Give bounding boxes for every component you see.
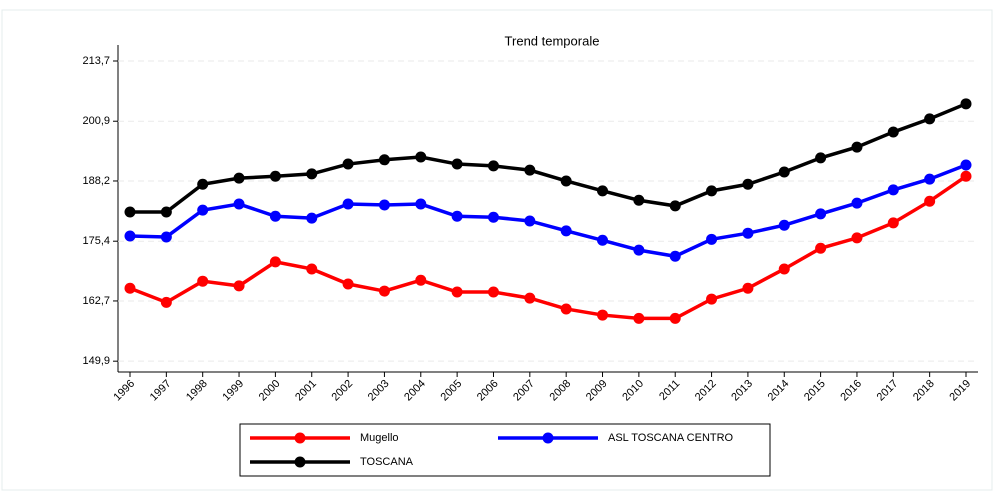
point: [342, 198, 354, 210]
y-tick-label: 200,9: [82, 115, 110, 127]
point: [524, 164, 536, 176]
point: [124, 206, 136, 218]
point: [160, 231, 172, 243]
point: [306, 168, 318, 180]
point: [524, 215, 536, 227]
legend-label: ASL TOSCANA CENTRO: [608, 432, 734, 444]
point: [415, 274, 427, 286]
point: [815, 242, 827, 254]
point: [960, 170, 972, 182]
point: [342, 158, 354, 170]
point: [560, 175, 572, 187]
point: [233, 198, 245, 210]
point: [706, 293, 718, 305]
point: [778, 263, 790, 275]
point: [306, 212, 318, 224]
point: [633, 194, 645, 206]
point: [887, 126, 899, 138]
point: [924, 195, 936, 207]
legend-marker: [294, 432, 306, 444]
point: [160, 296, 172, 308]
point: [597, 309, 609, 321]
series-line: [129, 163, 967, 259]
legend-label: Mugello: [360, 432, 399, 444]
point: [124, 282, 136, 294]
point: [778, 219, 790, 231]
point: [451, 286, 463, 298]
chart-title: Trend temporale: [505, 33, 600, 48]
legend-marker: [542, 432, 554, 444]
point: [197, 178, 209, 190]
point: [487, 286, 499, 298]
series-line: [130, 102, 967, 214]
point: [197, 275, 209, 287]
point: [378, 154, 390, 166]
series-line: [129, 174, 967, 321]
y-tick-label: 149,9: [82, 355, 110, 367]
point: [269, 170, 281, 182]
point: [560, 225, 572, 237]
point: [778, 166, 790, 178]
point: [669, 250, 681, 262]
point: [524, 292, 536, 304]
legend-label: TOSCANA: [360, 456, 414, 468]
point: [924, 173, 936, 185]
point: [342, 278, 354, 290]
point: [487, 211, 499, 223]
point: [815, 152, 827, 164]
point: [160, 206, 172, 218]
point: [306, 263, 318, 275]
legend-marker: [294, 456, 306, 468]
point: [233, 280, 245, 292]
y-tick-label: 213,7: [82, 55, 110, 67]
point: [378, 199, 390, 211]
point: [269, 210, 281, 222]
y-tick-label: 188,2: [82, 175, 110, 187]
point: [742, 282, 754, 294]
point: [233, 172, 245, 184]
point: [851, 197, 863, 209]
point: [887, 217, 899, 229]
point: [851, 232, 863, 244]
point: [960, 159, 972, 171]
point: [706, 185, 718, 197]
point: [415, 151, 427, 163]
point: [124, 230, 136, 242]
point: [887, 184, 899, 196]
point: [742, 178, 754, 190]
point: [451, 210, 463, 222]
point: [669, 200, 681, 212]
point: [487, 160, 499, 172]
point: [960, 98, 972, 110]
point: [560, 303, 572, 315]
point: [706, 233, 718, 245]
point: [451, 158, 463, 170]
point: [924, 113, 936, 125]
point: [633, 312, 645, 324]
point: [669, 312, 681, 324]
point: [742, 227, 754, 239]
frame: [1, 9, 993, 491]
legend: [239, 423, 771, 477]
point: [197, 204, 209, 216]
point: [633, 244, 645, 256]
point: [269, 256, 281, 268]
point: [597, 185, 609, 197]
point: [597, 234, 609, 246]
y-tick-label: 175,4: [82, 235, 110, 247]
point: [415, 198, 427, 210]
point: [851, 141, 863, 153]
point: [378, 285, 390, 297]
y-tick-label: 162,7: [82, 295, 110, 307]
point: [815, 208, 827, 220]
